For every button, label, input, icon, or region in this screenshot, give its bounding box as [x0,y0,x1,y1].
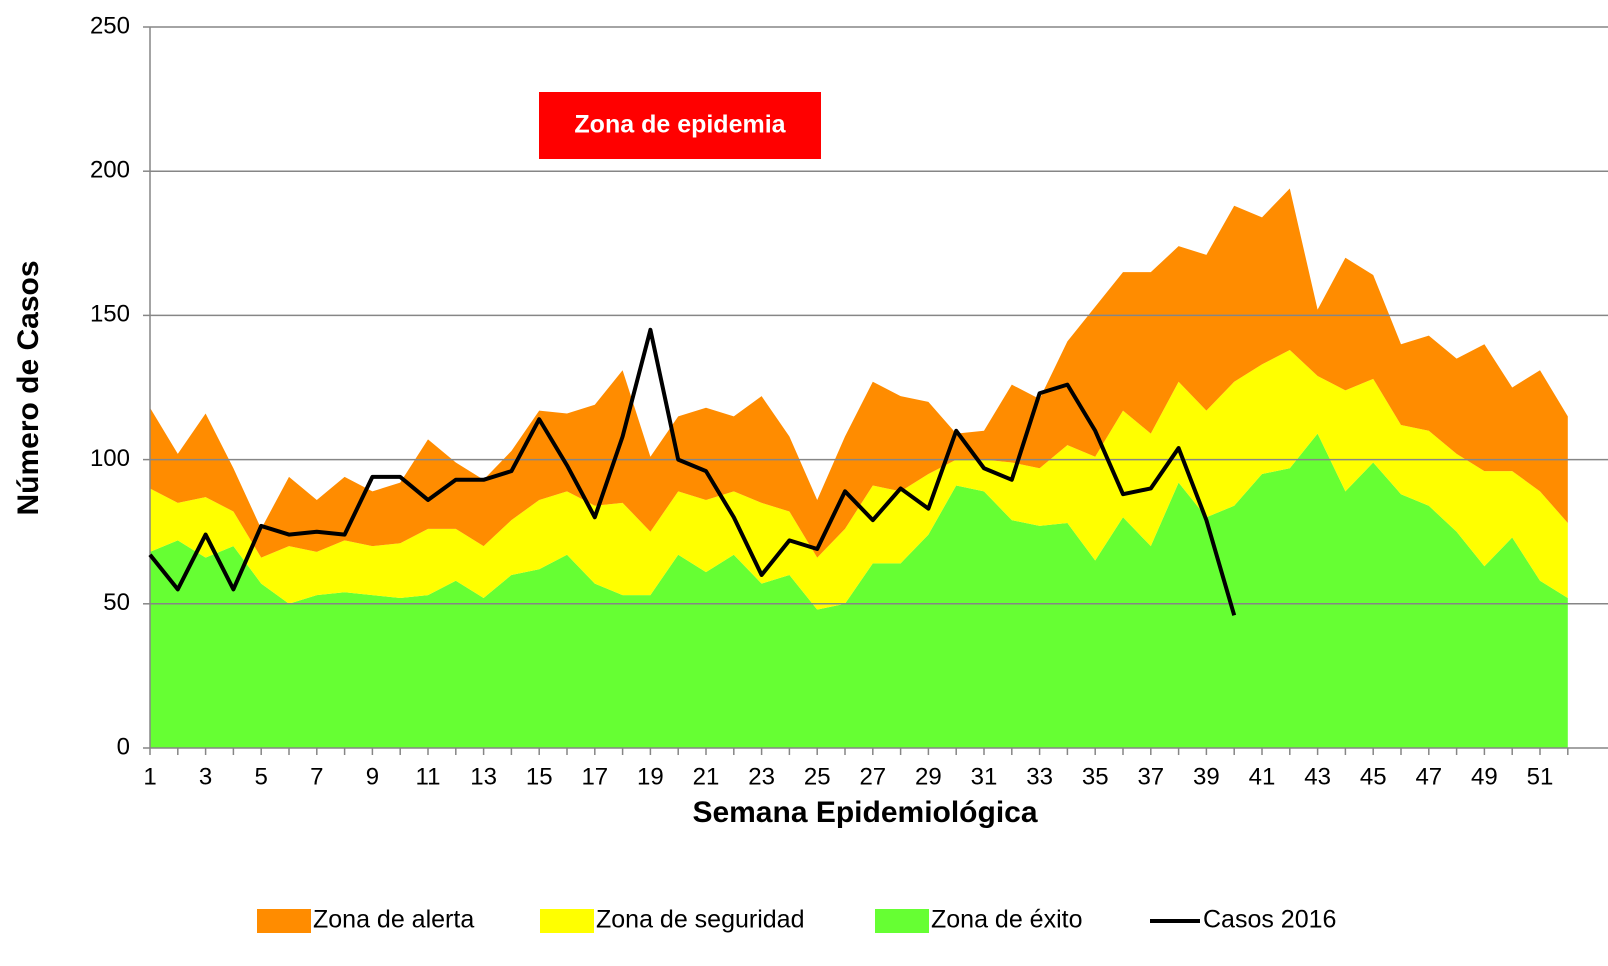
legend-label: Casos 2016 [1203,906,1336,934]
x-tick-label: 13 [470,763,497,790]
legend-label: Zona de éxito [931,906,1083,934]
annotation: Zona de epidemia [574,111,786,139]
y-axis-title: Número de Casos [12,260,45,515]
line [148,327,1237,616]
x-tick-label: 43 [1304,763,1331,790]
legend-swatch [540,909,594,933]
x-tick-label: 37 [1137,763,1164,790]
y-tick-label: 0 [117,733,130,760]
x-tick-label: 3 [199,763,212,790]
x-tick-label: 11 [416,763,441,790]
x-tick-label: 5 [255,763,268,790]
legend-label: Zona de alerta [313,906,474,934]
x-tick-label: 7 [310,763,323,790]
y-tick-label: 50 [103,589,130,616]
x-tick-label: 25 [804,763,831,790]
y-tick-label: 100 [90,445,130,472]
x-tick-label: 45 [1360,763,1387,790]
x-tick-label: 49 [1471,763,1498,790]
x-tick-label: 21 [693,763,720,790]
x-tick-label: 23 [748,763,775,790]
x-tick-label: 17 [581,763,608,790]
y-tick-label: 250 [90,12,130,39]
x-tick-label: 33 [1026,763,1053,790]
area [150,350,1568,610]
y-tick-label: 150 [90,301,130,328]
area [150,433,1568,748]
y-tick-label: 200 [90,157,130,184]
x-tick-label: 9 [366,763,379,790]
x-tick-label: 35 [1082,763,1109,790]
x-tick-label: 19 [637,763,664,790]
x-tick-label: 47 [1415,763,1442,790]
annotation-box [539,92,821,159]
x-tick-label: 31 [971,763,998,790]
x-tick-label: 51 [1527,763,1554,790]
x-tick-label: 15 [526,763,553,790]
area [150,188,1568,558]
x-tick-label: 27 [859,763,886,790]
legend-swatch [257,909,311,933]
legend-label: Zona de seguridad [596,906,804,934]
x-tick-label: 39 [1193,763,1220,790]
x-tick-label: 29 [915,763,942,790]
x-tick-label: 41 [1249,763,1276,790]
legend-swatch [875,909,929,933]
x-tick-label: 1 [143,763,156,790]
x-axis-title: Semana Epidemiológica [692,796,1037,829]
